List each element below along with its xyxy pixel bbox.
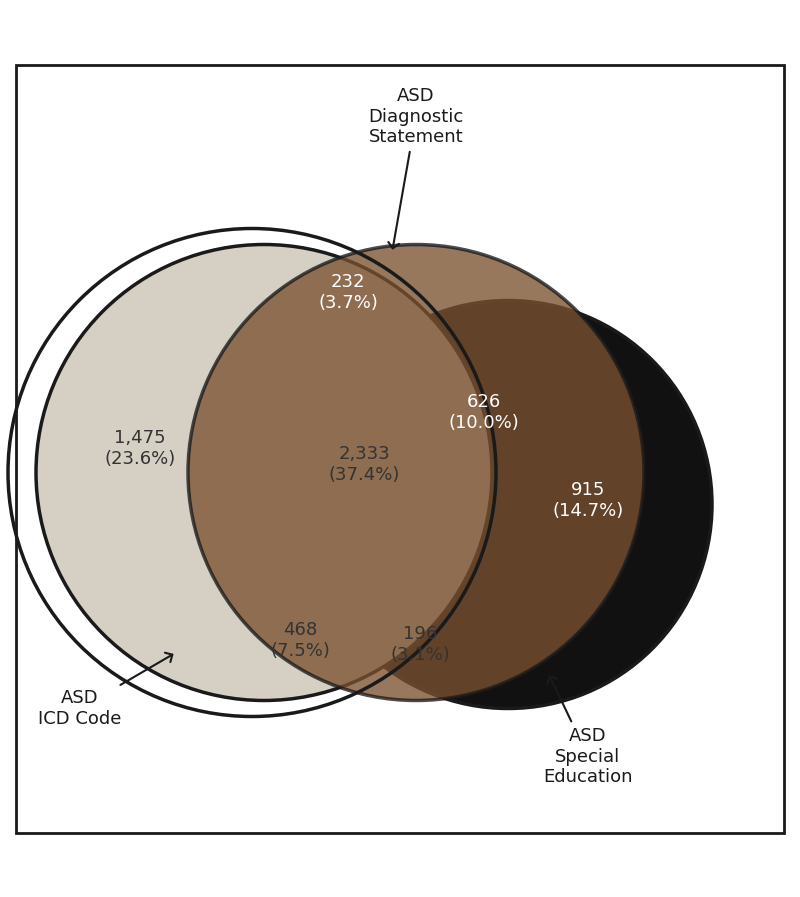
- Text: ASD
Diagnostic
Statement: ASD Diagnostic Statement: [368, 87, 464, 248]
- Circle shape: [188, 245, 644, 701]
- Text: ASD
Special
Education: ASD Special Education: [543, 676, 633, 787]
- Text: ASD
ICD Code: ASD ICD Code: [38, 653, 172, 727]
- Text: 232
(3.7%): 232 (3.7%): [318, 273, 378, 312]
- Text: 468
(7.5%): 468 (7.5%): [270, 621, 330, 660]
- Text: 626
(10.0%): 626 (10.0%): [449, 393, 519, 431]
- Circle shape: [36, 245, 492, 701]
- Text: 2,333
(37.4%): 2,333 (37.4%): [328, 445, 400, 483]
- Text: 1,475
(23.6%): 1,475 (23.6%): [104, 429, 176, 468]
- Circle shape: [304, 300, 712, 709]
- Text: 915
(14.7%): 915 (14.7%): [552, 481, 624, 520]
- Text: 196
(3.1%): 196 (3.1%): [390, 625, 450, 664]
